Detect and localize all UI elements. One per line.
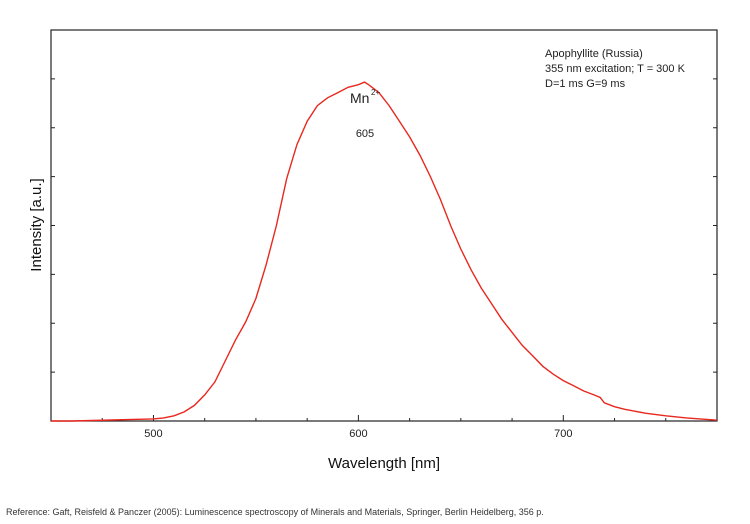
- annotation-line-3: D=1 ms G=9 ms: [545, 78, 626, 90]
- reference-citation: Reference: Gaft, Reisfeld & Panczer (200…: [6, 507, 544, 517]
- y-axis-ticks: [51, 78, 717, 373]
- x-tick-label: 500: [144, 428, 162, 440]
- peak-wavelength-label: 605: [356, 128, 374, 140]
- peak-charge-label: 2+: [371, 88, 380, 97]
- peak-ion-label: Mn: [350, 90, 369, 106]
- x-tick-label: 600: [349, 428, 367, 440]
- x-axis-title: Wavelength [nm]: [328, 455, 440, 472]
- annotation-line-1: Apophyllite (Russia): [545, 48, 643, 60]
- annotation-line-2: 355 nm excitation; T = 300 K: [545, 63, 686, 75]
- spectrum-line: [51, 81, 718, 422]
- x-tick-label: 700: [554, 428, 572, 440]
- y-axis-title: Intensity [a.u.]: [28, 178, 45, 271]
- x-axis-ticks: 500 600 700: [50, 415, 718, 440]
